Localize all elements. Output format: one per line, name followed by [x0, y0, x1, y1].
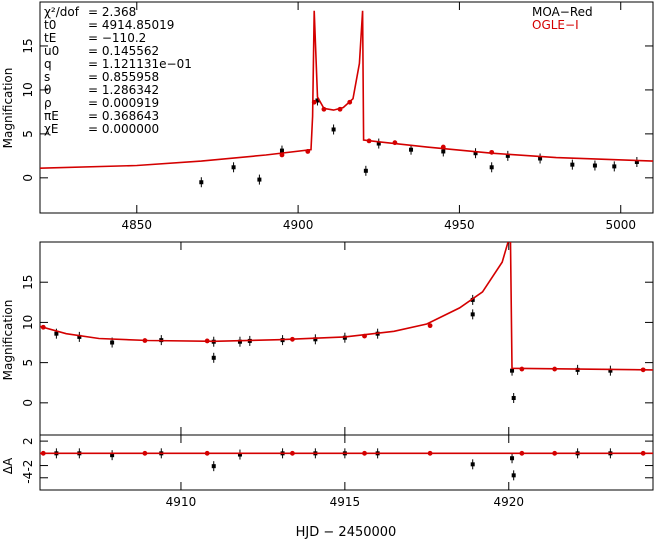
x-tick-label: 4915 [330, 495, 361, 509]
param-t0-name: t0 [44, 18, 56, 32]
model-curve [40, 10, 653, 169]
param-rho-value: = 0.000919 [88, 96, 159, 110]
param-chie-value: = 0.000000 [88, 122, 159, 136]
param-s-value: = 0.855958 [88, 70, 159, 84]
param-te-name: tE [44, 31, 56, 45]
moa-point [489, 165, 494, 170]
moa-point [231, 165, 236, 170]
y-tick-label: 10 [21, 315, 35, 330]
moa-point [110, 340, 115, 345]
moa-point [470, 312, 475, 317]
moa-point [257, 177, 262, 182]
moa-point [279, 148, 284, 153]
moa-point [315, 98, 320, 103]
moa-point [199, 180, 204, 185]
param-pie-value: = 0.368643 [88, 109, 159, 123]
x-axis-label: HJD − 2450000 [296, 525, 397, 540]
moa-point [511, 396, 516, 401]
y-tick-label: -2 [21, 460, 35, 472]
param-t0-value: = 4914.85019 [88, 18, 174, 32]
residual-panel: 4910 4915 4920 2 -2-4 [21, 435, 653, 509]
moa-point [363, 168, 368, 173]
param-rho-name: ρ [44, 96, 52, 110]
moa-point [211, 464, 216, 469]
moa-point [77, 334, 82, 339]
x-tick-label: 4850 [122, 218, 153, 232]
moa-point [592, 163, 597, 168]
y-tick-label: -4 [21, 472, 35, 484]
param-pie-name: πE [44, 109, 59, 123]
moa-point [510, 368, 515, 373]
y-tick-label: 10 [21, 82, 35, 97]
moa-point [511, 473, 516, 478]
zoom-panel: 0 5 10 15 [21, 242, 653, 435]
moa-point [510, 456, 515, 461]
x-tick-label: 4910 [166, 495, 197, 509]
middle-ylabel: Magnification [1, 300, 15, 381]
param-q-value: = 1.121131e−01 [88, 57, 192, 71]
y-tick-label: 0 [21, 399, 35, 407]
ogle-point [427, 323, 433, 329]
moa-point [376, 141, 381, 146]
model-curve [40, 242, 653, 371]
moa-point [211, 355, 216, 360]
moa-point [538, 156, 543, 161]
param-te-value: = −110.2 [88, 31, 146, 45]
top-panel: 4850 4900 4950 5000 0 5 10 15 [21, 2, 653, 232]
y-tick-label: 5 [21, 359, 35, 367]
y-tick-label: 15 [21, 275, 35, 290]
moa-point [470, 462, 475, 467]
moa-point [470, 297, 475, 302]
moa-point [575, 367, 580, 372]
residual-ylabel: ΔA [1, 457, 15, 474]
moa-point [612, 164, 617, 169]
model-parameters: χ²/dof = 2.368 t0 = 4914.85019 tE = −110… [44, 5, 192, 136]
moa-point [331, 127, 336, 132]
y-tick-label: 0 [21, 174, 35, 182]
legend-moa: MOA−Red [532, 5, 593, 19]
x-tick-label: 4900 [283, 218, 314, 232]
moa-point [608, 368, 613, 373]
moa-point [473, 151, 478, 156]
param-u0-value: = 0.145562 [88, 44, 159, 58]
top-ylabel: Magnification [1, 68, 15, 149]
param-theta-name: θ [44, 83, 51, 97]
moa-point [505, 153, 510, 158]
param-theta-value: = 1.286342 [88, 83, 159, 97]
moa-point [409, 147, 414, 152]
moa-point [237, 452, 242, 457]
moa-point [634, 160, 639, 165]
y-tick-label: 2 [21, 437, 35, 445]
moa-point [570, 162, 575, 167]
residual-panel-frame [39, 434, 654, 491]
x-tick-label: 4920 [493, 495, 524, 509]
moa-point [441, 149, 446, 154]
param-chi2-name: χ²/dof [44, 5, 80, 19]
moa-point [110, 453, 115, 458]
param-chi2-value: = 2.368 [88, 5, 136, 19]
param-u0-name: u0 [44, 44, 59, 58]
x-tick-label: 5000 [605, 218, 636, 232]
x-tick-label: 4950 [444, 218, 475, 232]
moa-point [237, 339, 242, 344]
param-chie-name: χE [44, 122, 59, 136]
legend-ogle: OGLE−I [532, 18, 579, 32]
top-panel-frame [39, 1, 654, 214]
moa-point [313, 337, 318, 342]
y-tick-label: 15 [21, 38, 35, 53]
param-q-name: q [44, 57, 52, 71]
y-tick-label: 5 [21, 130, 35, 138]
moa-point [54, 331, 59, 336]
param-s-name: s [44, 70, 50, 84]
